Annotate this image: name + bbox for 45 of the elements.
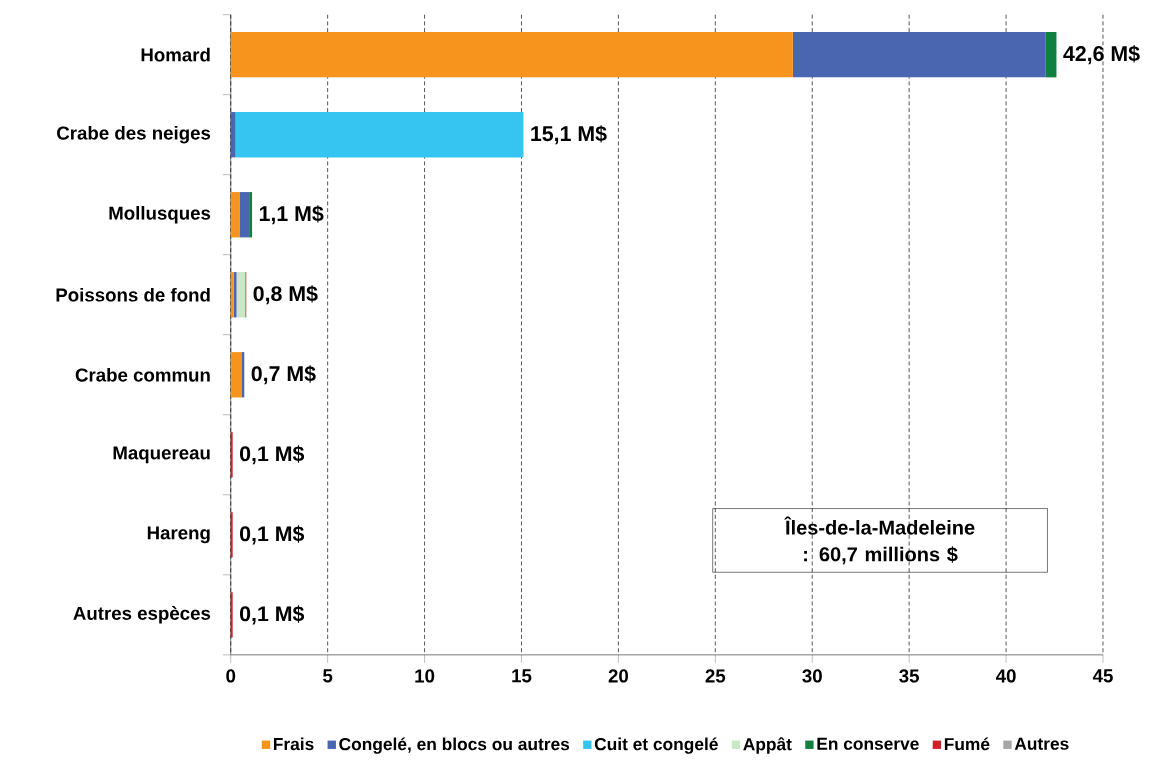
legend-label: Congelé, en blocs ou autres: [339, 737, 570, 754]
y-tick-label: Mollusques: [109, 206, 211, 224]
legend-label: Cuit et congelé: [594, 737, 718, 754]
y-tick-label: Crabe des neiges: [57, 126, 211, 144]
x-tick-label: 40: [995, 669, 1016, 683]
x-tick-label: 15: [512, 669, 532, 683]
total-label: 15,1 M$: [531, 125, 607, 145]
total-label: 0,1 M$: [240, 605, 305, 625]
legend-label: Autres: [1014, 737, 1069, 750]
bar: [1045, 32, 1057, 78]
bar: [230, 112, 236, 158]
y-tick-label: Homard: [141, 47, 210, 62]
bar: [230, 192, 240, 238]
bar: [230, 352, 242, 398]
total-label: 1,1 M$: [259, 205, 324, 225]
bar: [792, 32, 1046, 78]
x-tick-label: 10: [415, 669, 435, 683]
bar: [249, 192, 253, 238]
y-tick-label: Hareng: [147, 526, 210, 544]
x-tick-label: 5: [323, 669, 333, 683]
x-tick-label: 45: [1092, 669, 1113, 683]
legend-label: En conserve: [817, 737, 919, 750]
x-tick-label: 25: [705, 669, 726, 683]
legend-label: Appât: [743, 737, 792, 754]
bar: [241, 352, 245, 398]
y-tick-label: Autres espèces: [73, 606, 211, 624]
bar: [236, 272, 246, 318]
total-label: 0,1 M$: [240, 525, 305, 545]
total-label: 0,7 M$: [251, 365, 316, 385]
total-label: 0,8 M$: [253, 285, 318, 305]
x-tick-label: 20: [608, 669, 629, 683]
total-label: 42,6 M$: [1063, 45, 1140, 65]
total-label: 0,1 M$: [240, 445, 305, 465]
annotation: Îles-de-la-Madeleine : 60,7 millions $: [784, 516, 975, 565]
legend-label: Fumé: [944, 737, 990, 751]
bar: [235, 112, 524, 158]
y-tick-label: Poissons de fond: [56, 287, 210, 302]
bar: [239, 192, 250, 238]
y-tick-label: Crabe commun: [75, 367, 210, 382]
x-tick-label: 30: [802, 669, 822, 683]
y-tick-label: Maquereau: [113, 446, 210, 464]
legend-label: Frais: [273, 737, 314, 751]
x-tick-label: 35: [899, 669, 920, 683]
bar: [230, 32, 793, 78]
x-tick-label: 0: [226, 669, 236, 683]
